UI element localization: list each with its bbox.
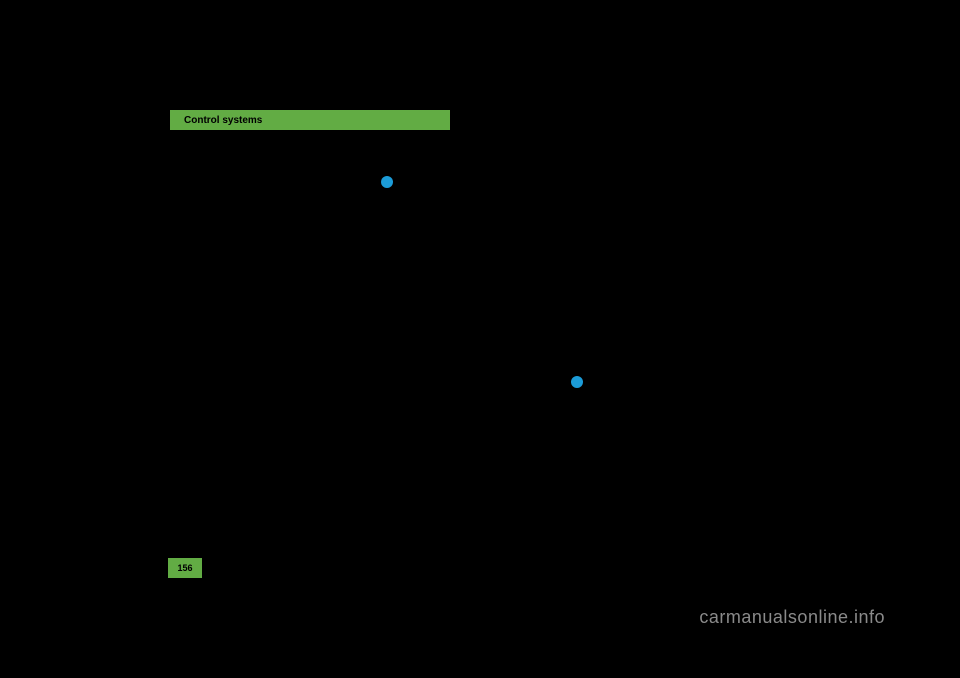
page-number-box: 156	[168, 558, 202, 578]
bullet-dot	[571, 376, 583, 388]
header-bar: Control systems	[170, 110, 450, 130]
watermark-text: carmanualsonline.info	[699, 607, 885, 628]
bullet-dot	[381, 176, 393, 188]
page-number: 156	[177, 563, 192, 573]
header-title: Control systems	[184, 115, 262, 126]
